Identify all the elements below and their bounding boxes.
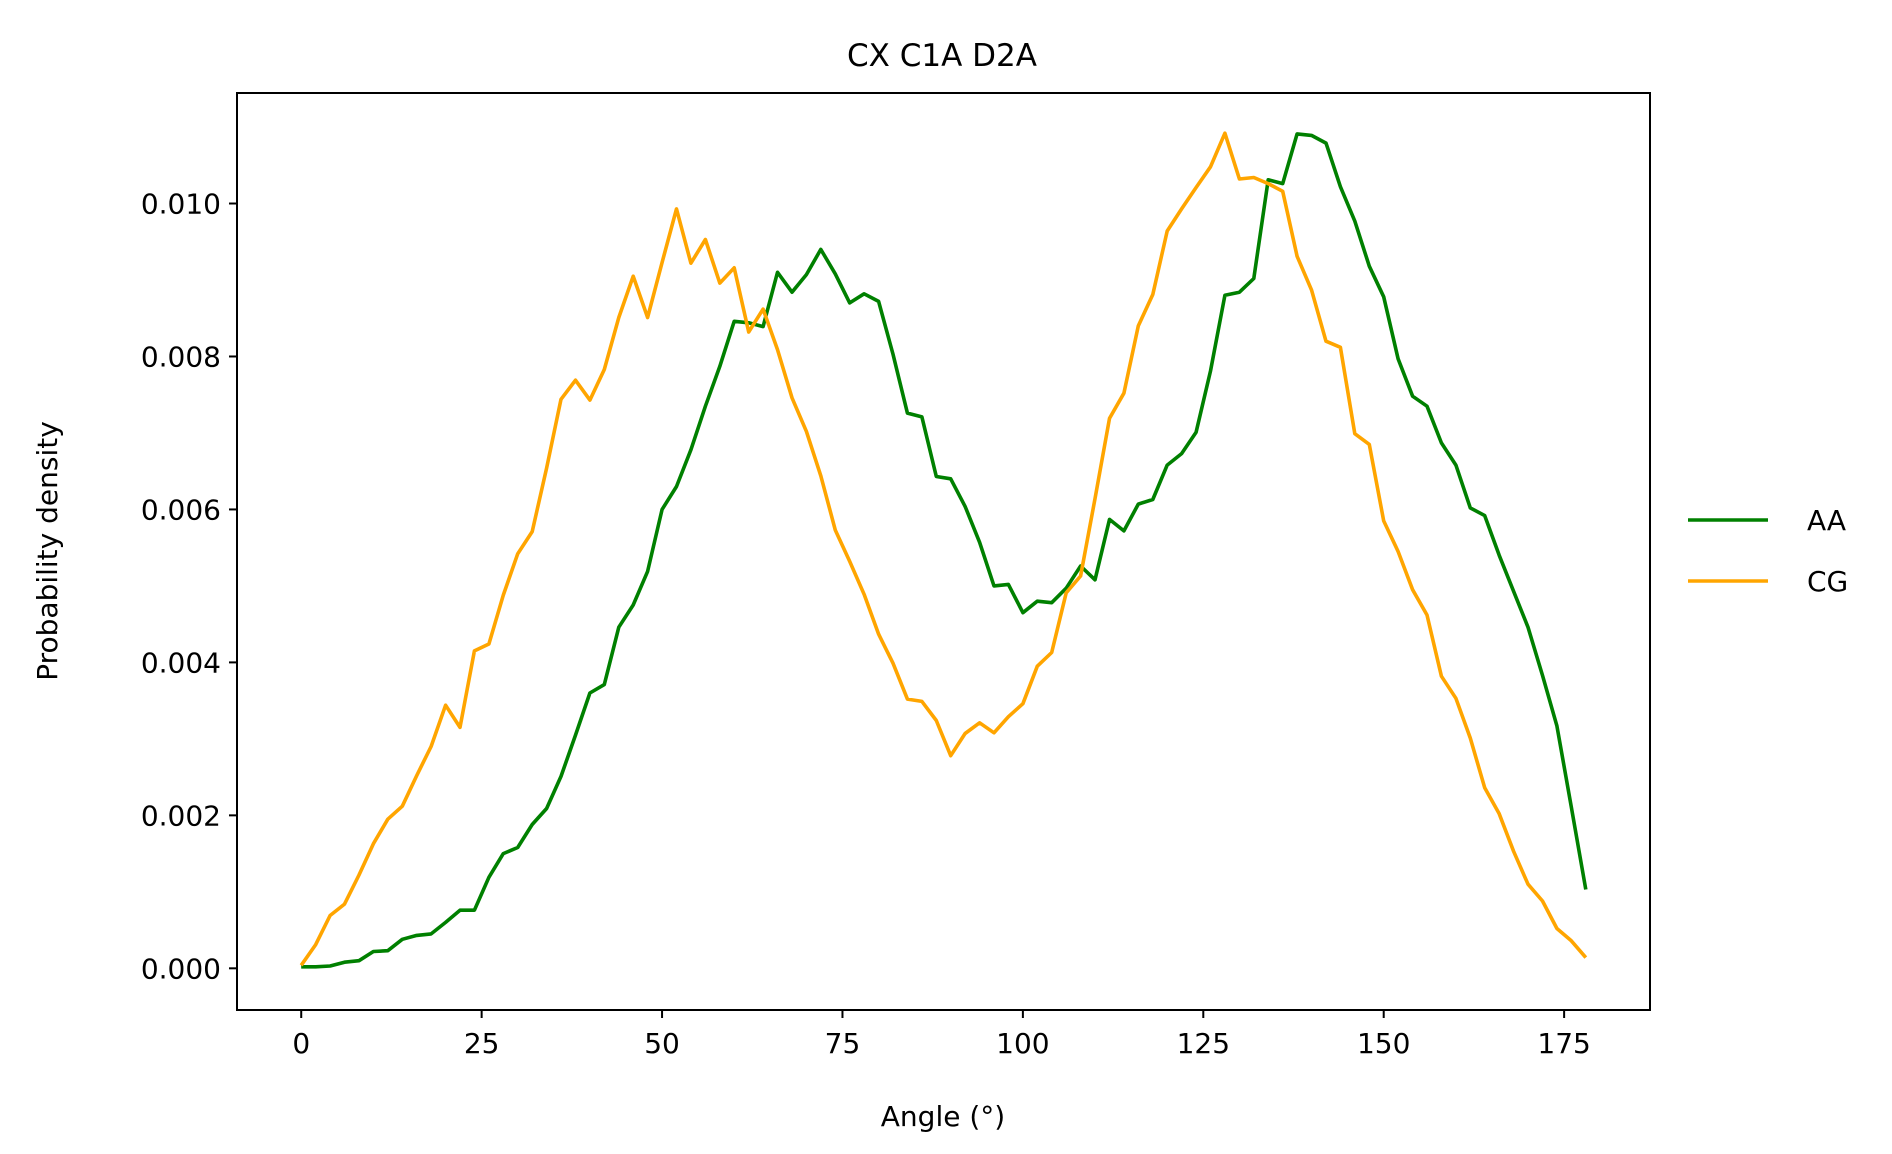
legend-label-cg: CG (1807, 565, 1848, 598)
x-tick-label: 125 (1177, 1027, 1230, 1060)
series-line-cg (299, 131, 1588, 967)
x-tick-label: 0 (292, 1027, 310, 1060)
x-tick-label: 50 (644, 1027, 680, 1060)
y-axis-ticks: 0.000 0.002 0.004 0.006 0.008 0.010 (141, 188, 237, 985)
y-axis-label: Probability density (31, 421, 64, 681)
x-axis-ticks: 0 25 50 75 100 125 150 175 (292, 1010, 1591, 1060)
plot-area (236, 92, 1651, 1011)
y-tick-label: 0.008 (141, 340, 221, 373)
x-axis-label: Angle (°) (881, 1100, 1005, 1133)
chart-title: CX C1A D2A (847, 38, 1037, 74)
legend-label-aa: AA (1807, 504, 1846, 537)
y-tick-label: 0.004 (141, 646, 221, 679)
x-tick-label: 150 (1357, 1027, 1410, 1060)
legend: AA CG (1688, 504, 1848, 598)
axes-frame (236, 92, 1651, 1011)
x-tick-label: 175 (1537, 1027, 1590, 1060)
y-tick-label: 0.002 (141, 799, 221, 832)
x-tick-label: 25 (464, 1027, 500, 1060)
series-lines (299, 131, 1588, 969)
series-line-aa (301, 132, 1588, 969)
y-tick-label: 0.000 (141, 952, 221, 985)
x-tick-label: 75 (825, 1027, 861, 1060)
y-tick-label: 0.006 (141, 493, 221, 526)
y-tick-label: 0.010 (141, 188, 221, 221)
x-tick-label: 100 (996, 1027, 1049, 1060)
